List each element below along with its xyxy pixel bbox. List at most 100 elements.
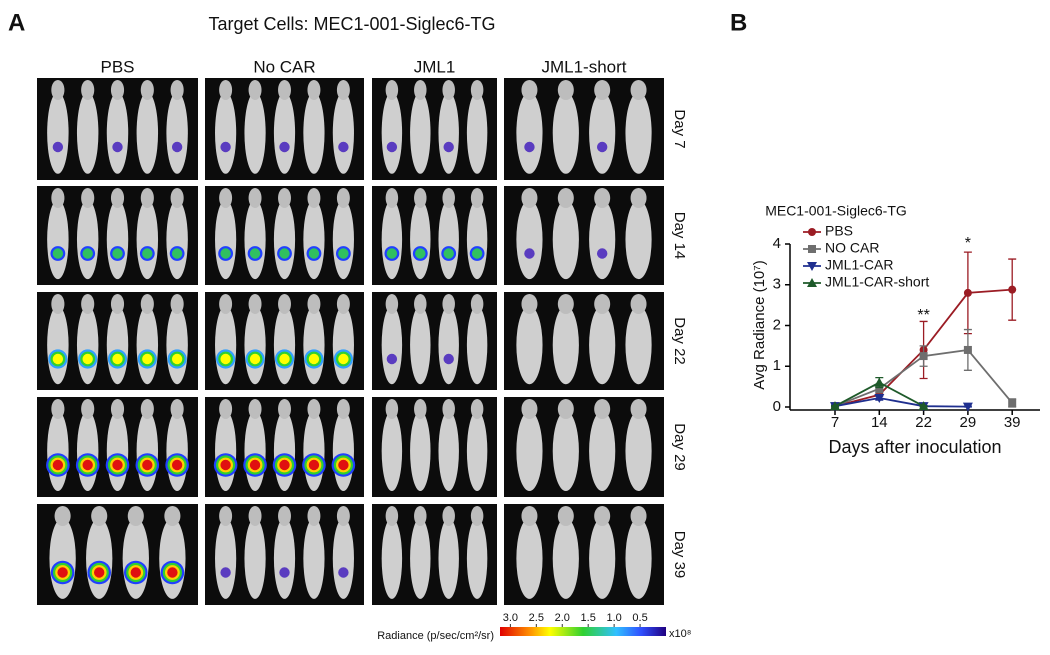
mouse — [273, 199, 296, 280]
x-tick-label: 22 — [915, 414, 932, 431]
mouse-head — [521, 188, 538, 208]
mouse — [244, 199, 266, 280]
mouse — [136, 92, 159, 174]
mouse — [625, 92, 652, 174]
mouse-head — [385, 399, 399, 419]
colorbar — [500, 627, 666, 636]
mouse-head — [91, 506, 108, 526]
x-axis-label: Days after inoculation — [828, 437, 1001, 457]
mouse-head — [470, 399, 484, 419]
mouse-head — [470, 294, 484, 314]
mouse-head — [219, 80, 233, 100]
signal-spot — [338, 353, 349, 365]
mouse-head — [470, 80, 484, 100]
signal-spot — [249, 353, 261, 365]
mouse — [625, 518, 652, 599]
mouse-head — [278, 294, 291, 314]
mouse-head — [219, 506, 233, 526]
colorbar-tick-label: 3.0 — [503, 612, 518, 624]
mouse-head — [630, 80, 647, 100]
mouse — [303, 518, 325, 599]
y-tick-label: 0 — [773, 398, 781, 415]
mouse-head — [594, 80, 611, 100]
mouse-head — [81, 80, 95, 100]
mouse — [136, 199, 159, 280]
point — [963, 345, 972, 354]
mouse-head — [164, 506, 181, 526]
mouse — [332, 92, 354, 174]
signal-spot — [308, 248, 320, 259]
signal-spot — [279, 141, 290, 153]
mouse — [410, 518, 431, 599]
mouse-head — [81, 294, 95, 314]
mouse-head — [521, 506, 538, 526]
mouse — [106, 411, 129, 491]
mouse — [589, 92, 616, 174]
mouse-head — [110, 80, 125, 100]
mouse — [332, 305, 354, 385]
mouse — [303, 305, 325, 385]
panel-letter: B — [730, 9, 747, 36]
signal-spot — [308, 353, 320, 365]
mouse-head — [248, 506, 262, 526]
colorbar-tick-label: 2.5 — [529, 612, 544, 624]
mouse — [466, 411, 488, 491]
signal-spot — [130, 567, 141, 578]
mouse-head — [521, 294, 538, 314]
signal-spot — [220, 248, 231, 259]
mouse — [303, 92, 325, 174]
signal-spot — [443, 248, 454, 259]
mouse — [516, 518, 543, 599]
mouse — [47, 92, 69, 174]
signal-spot — [443, 353, 454, 365]
mouse — [410, 199, 431, 280]
mouse-head — [594, 506, 611, 526]
mouse-head — [81, 188, 95, 208]
mouse — [166, 92, 188, 174]
mouse-head — [307, 294, 321, 314]
mouse-head — [336, 506, 350, 526]
day-label: Day 39 — [671, 531, 688, 579]
mouse — [381, 305, 403, 385]
signal-spot — [171, 248, 183, 259]
mouse — [589, 518, 616, 599]
mouse — [303, 199, 325, 280]
mouse-head — [140, 399, 154, 419]
mouse-head — [557, 188, 574, 208]
mouse-head — [442, 399, 455, 419]
colorbar-tick-label: 1.0 — [606, 612, 621, 624]
mouse — [516, 411, 543, 491]
signal-spot — [279, 248, 290, 259]
column-header: No CAR — [253, 57, 315, 76]
signal-spot — [338, 459, 349, 471]
significance: * — [965, 235, 971, 252]
point — [963, 288, 972, 297]
mouse-head — [385, 506, 399, 526]
mouse — [215, 305, 237, 385]
signal-spot — [220, 567, 231, 578]
mouse — [303, 411, 325, 491]
signal-spot — [386, 353, 398, 365]
mouse-head — [81, 399, 95, 419]
column-header: PBS — [100, 57, 134, 76]
y-tick-label: 3 — [773, 276, 781, 293]
mouse — [589, 411, 616, 491]
mouse — [381, 92, 403, 174]
mouse — [438, 305, 459, 385]
day-label: Day 29 — [671, 423, 688, 471]
signal-spot — [471, 248, 483, 259]
signal-spot — [596, 248, 608, 259]
signal-spot — [279, 353, 290, 365]
mouse — [381, 411, 403, 491]
signal-spot — [249, 459, 261, 471]
x-tick-label: 29 — [960, 414, 977, 431]
significance: ** — [917, 307, 929, 324]
point — [874, 394, 885, 404]
mouse — [106, 199, 129, 280]
mouse-head — [219, 399, 233, 419]
mouse-head — [630, 399, 647, 419]
mouse-head — [414, 294, 427, 314]
mouse — [552, 92, 579, 174]
mouse-head — [278, 188, 291, 208]
signal-spot — [82, 353, 93, 365]
